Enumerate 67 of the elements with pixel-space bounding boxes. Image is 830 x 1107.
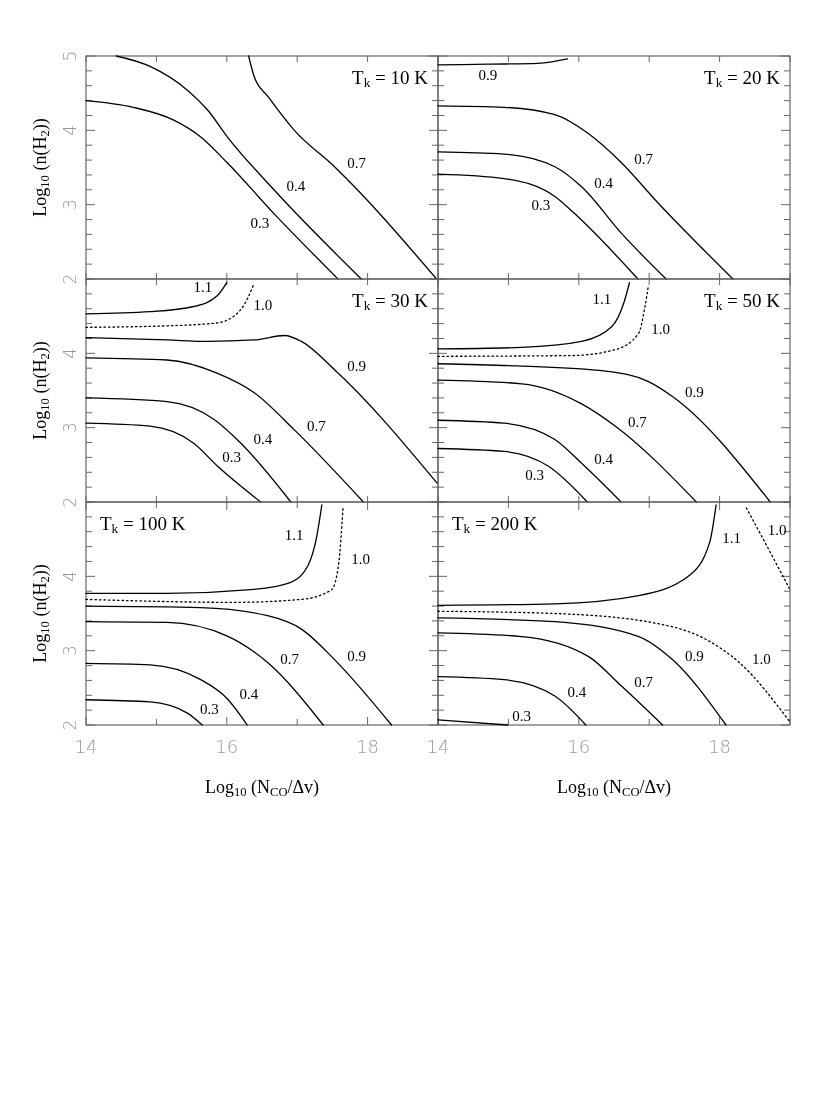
y-tick-label: 4	[60, 570, 80, 582]
annotation: 0.7	[280, 650, 300, 667]
annotation: 0.9	[685, 384, 704, 401]
annotation: 0.7	[634, 674, 654, 691]
annotation: 0.3	[250, 214, 270, 231]
annotation: 1.1	[193, 279, 213, 296]
x-axis-title: Log$_{10}$ (N$_{CO}$/Δv)	[556, 777, 672, 800]
x-tick-label: 16	[215, 736, 239, 757]
annotation: 0.3	[512, 708, 532, 724]
y-tick-label: 4	[60, 347, 80, 359]
annotation: 0.9	[685, 647, 704, 664]
annotation: 0.4	[286, 177, 306, 194]
line-series	[85, 605, 393, 726]
text: T$_{k}$ = 50 K	[704, 290, 781, 314]
annotation: 0.4	[239, 686, 259, 703]
annotation: 0.9	[347, 647, 366, 664]
annotation: 0.4	[567, 684, 587, 701]
x-tick-label: 14	[74, 736, 98, 757]
y-tick-label: 3	[60, 422, 80, 434]
line-series	[85, 334, 438, 485]
annotation: 1.1	[722, 530, 742, 547]
line-series	[85, 282, 228, 315]
line-series	[85, 621, 324, 726]
text: T$_{k}$ = 200 K	[452, 513, 538, 537]
annotation: 0.7	[634, 151, 654, 168]
annotation: 1.0	[751, 650, 771, 667]
y-tick-label: 2	[60, 719, 80, 731]
y-tick-label: 3	[60, 199, 80, 211]
annotation: 1.0	[253, 297, 273, 314]
annotation: 0.7	[307, 417, 327, 434]
x-tick-label: 18	[356, 736, 380, 757]
annotation: 0.3	[222, 449, 242, 466]
x-tick-label: 16	[567, 736, 591, 757]
text: T$_{k}$ = 100 K	[100, 513, 186, 537]
annotation: 0.9	[478, 67, 498, 84]
annotation: 0.3	[531, 197, 551, 214]
annotation: 0.7	[347, 154, 367, 171]
text: T$_{k}$ = 30 K	[352, 290, 429, 314]
line-series	[85, 508, 344, 603]
line-series	[85, 504, 323, 595]
annotation: 0.4	[594, 174, 614, 191]
annotation: 1.0	[351, 550, 371, 567]
annotation: 0.3	[200, 701, 219, 718]
line-series	[85, 357, 365, 503]
y-tick-label: 3	[60, 645, 80, 657]
annotation: 0.4	[253, 431, 273, 448]
y-tick-label: 2	[60, 496, 80, 508]
annotation: 1.0	[767, 522, 787, 539]
text: T$_{k}$ = 10 K	[352, 67, 429, 91]
x-tick-label: 14	[426, 736, 450, 757]
text: T$_{k}$ = 20 K	[704, 67, 781, 91]
annotation: 1.1	[592, 290, 612, 307]
line-series	[85, 99, 339, 280]
annotation: 0.3	[525, 467, 544, 484]
annotation: 1.1	[284, 527, 304, 544]
line-series	[85, 284, 255, 328]
line-series	[247, 55, 438, 280]
annotation: 0.7	[628, 414, 648, 431]
annotation: 0.4	[594, 451, 614, 468]
x-tick-label: 18	[708, 736, 732, 757]
x-axis-title: Log$_{10}$ (N$_{CO}$/Δv)	[204, 777, 320, 800]
line-series	[85, 397, 292, 503]
y-tick-label: 2	[60, 273, 80, 285]
y-tick-label: 4	[60, 124, 80, 136]
annotation: 1.0	[651, 321, 671, 338]
annotation: 0.9	[347, 357, 366, 374]
y-tick-label: 5	[60, 50, 80, 62]
